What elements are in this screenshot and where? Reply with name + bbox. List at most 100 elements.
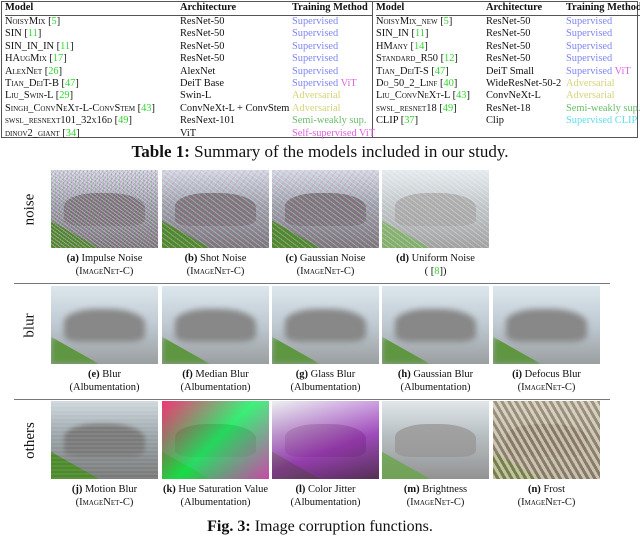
table-row: SIN_IN [11] ResNet-50 Supervised <box>376 28 640 40</box>
citation[interactable]: 47 <box>64 77 76 89</box>
architecture: DeiT Base <box>180 77 224 89</box>
source-name: ImageNet-C <box>410 497 461 508</box>
citation[interactable]: 49 <box>442 102 454 114</box>
architecture: ConvNeXt-L + ConvStem <box>180 102 290 114</box>
citation[interactable]: 5 <box>443 16 449 27</box>
row-label: noise <box>20 170 40 248</box>
caption-line: (n) Frost <box>493 483 600 496</box>
model-name: SIN [11] <box>5 28 42 40</box>
panel-name: Gaussian Blur <box>413 369 474 380</box>
panel-letter: (i) <box>512 369 522 380</box>
panel-name: Impulse Noise <box>81 253 143 264</box>
method-label: Supervised CLIP <box>566 115 638 127</box>
architecture: ResNet-50 <box>180 40 225 52</box>
model-name: HMany [14] <box>376 40 428 52</box>
citation[interactable]: 37 <box>404 115 415 127</box>
citation[interactable]: 11 <box>27 28 38 40</box>
row-label-text: others <box>21 421 38 459</box>
caption-source: (ImageNet-C) <box>75 266 134 277</box>
source-name: ImageNet-C <box>79 497 130 508</box>
figure-panel: (m) Brightness (ImageNet-C) <box>382 401 489 509</box>
corrupted-car-image <box>162 401 269 479</box>
method-label: Supervised <box>292 16 339 27</box>
citation[interactable]: 11 <box>414 28 425 40</box>
corrupted-car-image <box>51 170 158 248</box>
car-shape <box>284 309 367 343</box>
architecture: ViT <box>180 127 197 139</box>
citation[interactable]: 14 <box>413 40 425 52</box>
source-name: Albumentation <box>73 382 136 393</box>
figure-panel: (j) Motion Blur (ImageNet-C) <box>51 401 158 509</box>
model-name: SIN_IN_IN [11] <box>5 40 74 52</box>
model-name: Singh_ConvNeXt-L-ConvStem [43] <box>5 102 155 114</box>
citation[interactable]: 34 <box>65 127 77 139</box>
panel-letter: (f) <box>182 369 193 380</box>
model-name: NoisyMix_new [5] <box>376 16 453 27</box>
architecture: ResNet-50 <box>486 16 531 27</box>
citation[interactable]: 12 <box>444 53 455 65</box>
citation[interactable]: 29 <box>59 90 70 102</box>
citation[interactable]: 8 <box>434 266 440 277</box>
figure-panel: (d) Uniform Noise( [8]) <box>382 170 489 278</box>
panel-caption: (j) Motion Blur (ImageNet-C) <box>51 483 158 509</box>
table-row: Singh_ConvNeXt-L-ConvStem [43] ConvNeXt-L… <box>5 103 372 115</box>
citation[interactable]: 40 <box>443 77 454 89</box>
architecture: ResNet-50 <box>180 16 225 27</box>
caption-source: ( [8]) <box>424 266 447 277</box>
citation[interactable]: 5 <box>51 16 57 27</box>
panel-name: Color Jitter <box>308 484 356 495</box>
caption-line: (g) Glass Blur <box>272 368 379 381</box>
figure-row-others: others (j) Motion Blur (ImageNet-C) (k) Hue… <box>14 401 610 516</box>
panel-letter: (m) <box>403 484 420 495</box>
panel-letter: (h) <box>397 369 411 380</box>
corruption-overlay <box>162 170 269 248</box>
citation[interactable]: 11 <box>60 40 71 52</box>
method-label: Supervised <box>566 53 613 65</box>
panel-caption: (h) Gaussian Blur (Albumentation) <box>382 368 489 394</box>
model-label: AlexNet <box>5 65 43 77</box>
citation[interactable]: 49 <box>118 115 129 127</box>
corruption-overlay <box>382 286 489 364</box>
training-method: Supervised ViT <box>566 66 640 78</box>
citation[interactable]: 17 <box>52 53 64 65</box>
panel-letter: (c) <box>285 253 298 264</box>
corruption-overlay <box>493 286 600 364</box>
corruption-overlay <box>51 401 158 479</box>
model-label: HAugMix <box>5 53 47 65</box>
figure-row-noise: noise (a) Impulse Noise (ImageNet-C) (b) Sh… <box>14 170 610 284</box>
figure-panel: (h) Gaussian Blur (Albumentation) <box>382 286 489 394</box>
caption-line: (k) Hue Saturation Value <box>162 483 269 496</box>
citation[interactable]: 43 <box>141 102 152 114</box>
citation[interactable]: 47 <box>434 65 446 77</box>
corrupted-car-image <box>493 286 600 364</box>
model-label: swsl_resnet18 <box>376 102 437 114</box>
caption-text: Image corruption functions. <box>250 518 433 535</box>
citation[interactable]: 43 <box>456 90 467 102</box>
table-left-half: Model Architecture Training Method NoisyMix… <box>5 2 375 140</box>
method-label: Supervised <box>566 40 613 52</box>
model-label: Liu_ConvNeXt-L <box>376 90 451 102</box>
model-name: Do_50_2_Linf [40] <box>376 77 458 89</box>
architecture: WideResNet-50-2 <box>486 77 562 89</box>
caption-line: (d) Uniform Noise <box>382 252 489 265</box>
architecture: Clip <box>486 115 504 127</box>
method-label: Semi-weakly sup. <box>292 115 367 127</box>
table-row: Tian_DeiT-S [47] DeiT Small Supervised ViT <box>376 66 640 78</box>
training-method: Adversarial <box>566 90 640 102</box>
training-method: Semi-weakly sup. <box>566 103 640 115</box>
row-label: blur <box>20 286 40 364</box>
column-header: Model <box>5 2 34 13</box>
figure-caption: Fig. 3: Image corruption functions. <box>0 518 640 536</box>
source-name: Albumentation <box>404 382 467 393</box>
method-label: Semi-weakly sup. <box>566 102 640 114</box>
source-name: ImageNet-C <box>521 497 572 508</box>
citation[interactable]: 26 <box>48 65 59 77</box>
caption-line: (l) Color Jitter <box>272 483 379 496</box>
architecture: ResNet-50 <box>180 53 225 65</box>
training-method: Self-supervised ViT <box>292 128 375 140</box>
table-row: dinov2_giant [34] ViT Self-supervised ViT <box>5 127 375 140</box>
model-label: swsl_resnext101_32x16d <box>5 115 113 127</box>
car-shape <box>63 193 146 227</box>
figure-panel: (n) Frost (ImageNet-C) <box>493 401 600 509</box>
table-row: SIN_IN_IN [11] ResNet-50 Supervised <box>5 41 372 53</box>
